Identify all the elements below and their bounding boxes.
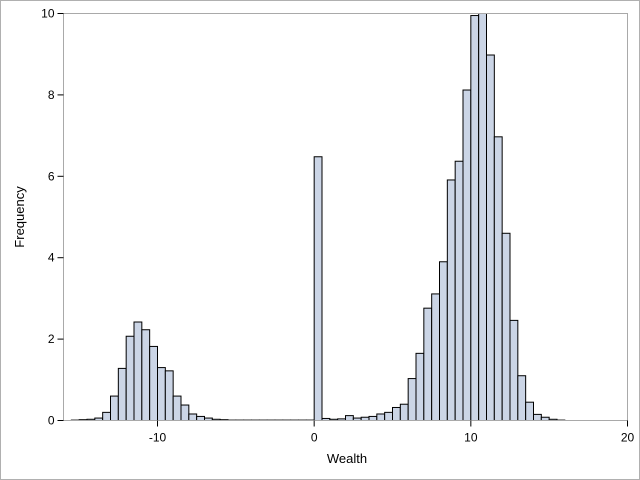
y-tick-label: 10 [41, 7, 55, 21]
y-tick-label: 0 [48, 414, 55, 428]
histogram-bar [493, 136, 503, 421]
histogram-bar [407, 378, 417, 421]
histogram-bar [164, 370, 174, 422]
y-tick-label: 8 [48, 88, 55, 102]
histogram-bar [376, 413, 386, 421]
y-axis-label: Frequency [12, 186, 27, 248]
histogram-bar [431, 293, 441, 422]
bars-group [70, 13, 566, 422]
histogram-bar [454, 160, 464, 422]
histogram-bar [384, 411, 394, 421]
histogram-bar [439, 261, 448, 421]
histogram-bar [172, 395, 182, 421]
histogram-bar [517, 375, 527, 422]
histogram-bar [117, 367, 127, 421]
histogram-bar [478, 13, 488, 421]
plot-area-frame [63, 13, 628, 421]
x-axis: -10 0 10 20 [149, 420, 635, 445]
y-tick-label: 2 [48, 332, 55, 346]
x-tick-label: 20 [621, 431, 635, 445]
histogram-bar [533, 413, 542, 422]
histogram-bar [149, 345, 158, 421]
y-tick-label: 6 [48, 169, 55, 183]
histogram-bar [133, 321, 143, 422]
histogram-bar [313, 156, 323, 421]
x-tick-label: 0 [311, 431, 318, 445]
histogram-bar [399, 403, 409, 422]
histogram-bar [486, 54, 495, 421]
histogram-bar [509, 319, 519, 422]
histogram-bar [125, 335, 135, 421]
histogram-bar [141, 329, 151, 421]
histogram-bar [446, 179, 456, 421]
histogram-bar [345, 415, 354, 421]
histogram-bar [368, 415, 378, 421]
y-axis: 0 2 4 6 8 10 [41, 7, 64, 428]
histogram-bar [180, 404, 190, 421]
x-axis-label: Wealth [327, 451, 367, 466]
histogram-bar [423, 307, 433, 422]
y-tick-label: 4 [48, 251, 55, 265]
histogram-bar [501, 232, 511, 421]
histogram-bar [110, 395, 119, 421]
histogram-bar [462, 89, 472, 422]
histogram-bar [392, 406, 401, 422]
histogram-bar [157, 367, 166, 421]
histogram-bar [470, 15, 480, 421]
histogram-bar [196, 415, 205, 421]
histogram-bar [415, 352, 425, 422]
histogram-bar [525, 401, 534, 422]
histogram-bar [102, 411, 111, 421]
histogram-bar [188, 413, 198, 421]
x-tick-label: 10 [464, 431, 478, 445]
x-tick-label: -10 [149, 431, 167, 445]
